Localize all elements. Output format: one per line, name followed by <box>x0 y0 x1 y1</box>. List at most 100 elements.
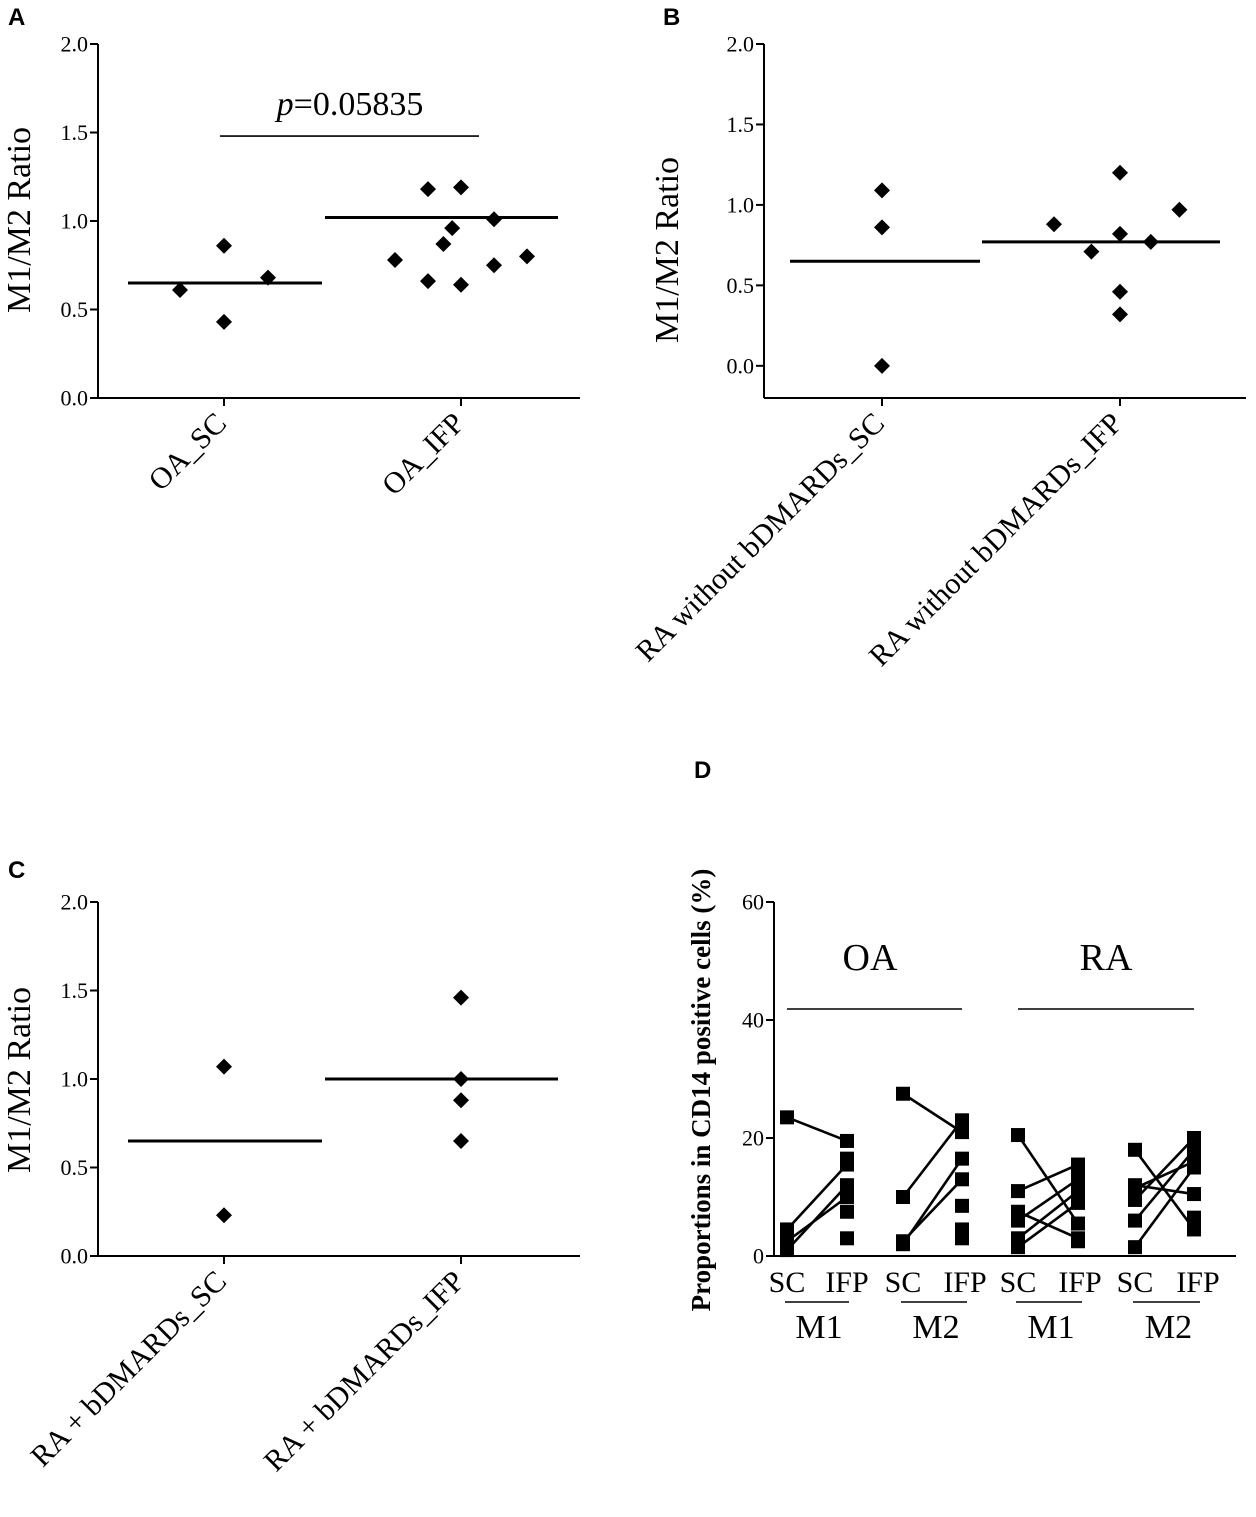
panel-label-a: A <box>8 4 25 31</box>
y-tick-label: 1.5 <box>61 978 89 1003</box>
y-axis-label: M1/M2 Ratio <box>1 987 38 1173</box>
group-label: M2 <box>912 1309 959 1346</box>
y-axis-ticks: 0 20 40 60 <box>742 890 774 1269</box>
x-label-sc: SC <box>769 1266 806 1299</box>
data-point-ifp <box>1187 1219 1201 1234</box>
condition-label-ra: RA <box>1080 937 1133 979</box>
paired-line <box>1017 1163 1079 1193</box>
paired-line <box>1017 1210 1079 1240</box>
data-point-ifp <box>840 1190 854 1204</box>
group-label: M1 <box>795 1309 842 1346</box>
data-point <box>1112 306 1128 323</box>
paired-line <box>786 1195 848 1243</box>
data-point-ifp <box>1187 1187 1201 1202</box>
paired-line <box>1133 1166 1196 1248</box>
data-point <box>260 269 276 286</box>
data-point-ifp <box>1071 1190 1085 1204</box>
panel-label-d: D <box>694 757 711 784</box>
data-point <box>1112 164 1128 181</box>
y-tick-label: 0 <box>753 1244 764 1269</box>
data-point-ifp <box>1071 1166 1085 1181</box>
paired-line <box>1134 1160 1195 1190</box>
paired-line <box>786 1116 848 1143</box>
data-point <box>420 181 436 198</box>
data-point-ifp <box>955 1125 969 1140</box>
data-point <box>435 236 452 253</box>
y-tick-label: 60 <box>742 890 764 915</box>
y-axis-label: M1/M2 Ratio <box>649 157 686 343</box>
data-point <box>1171 201 1188 218</box>
data-point-ifp <box>1187 1131 1201 1145</box>
x-label-ifp: IFP <box>943 1266 986 1299</box>
y-axis-ticks: 0.0 0.5 1.0 1.5 2.0 <box>61 890 98 1269</box>
y-axis-ticks: 0.0 0.5 1.0 1.5 2.0 <box>61 32 98 411</box>
data-point <box>216 237 232 254</box>
data-point-sc <box>780 1110 794 1125</box>
y-tick-label: 0.5 <box>61 297 89 322</box>
data-point-ifp <box>840 1151 854 1166</box>
data-point-ifp <box>840 1178 854 1193</box>
category-label: RA without bDMARDs_IFP <box>863 407 1129 673</box>
paired-line <box>1134 1183 1195 1196</box>
data-point-sc <box>896 1086 910 1101</box>
data-point <box>453 1092 469 1109</box>
data-point <box>453 989 469 1006</box>
data-point-ifp <box>955 1198 969 1213</box>
panel-d: D 0 20 40 60 Proportions in CD14 positive c… <box>686 757 1236 1346</box>
y-axis-label: M1/M2 Ratio <box>1 127 38 313</box>
data-point <box>216 1207 232 1224</box>
data-point <box>1142 233 1159 250</box>
data-point-sc <box>1128 1213 1142 1228</box>
data-point <box>1112 283 1128 300</box>
x-label-sc: SC <box>1117 1266 1154 1299</box>
category-label: RA + bDMARDs_IFP <box>258 1265 471 1478</box>
data-point-sc <box>1011 1240 1025 1255</box>
category-label: RA without bDMARDs_SC <box>629 407 890 668</box>
data-point <box>453 1132 469 1149</box>
data-point-ifp <box>955 1151 969 1166</box>
data-point <box>453 179 469 196</box>
data-point-sc <box>780 1222 794 1237</box>
y-tick-label: 2.0 <box>61 32 89 57</box>
paired-line <box>1134 1137 1195 1201</box>
paired-line <box>902 1092 963 1134</box>
p-value: =0.05835 <box>294 86 424 123</box>
data-point <box>486 257 502 274</box>
data-points <box>790 164 1220 374</box>
y-tick-label: 0.0 <box>727 354 755 379</box>
data-point-sc <box>780 1234 794 1249</box>
panel-label-c: C <box>8 857 25 884</box>
data-point <box>519 248 535 265</box>
data-point-sc <box>1128 1240 1142 1255</box>
data-point-ifp <box>840 1133 854 1148</box>
y-tick-label: 0.5 <box>61 1155 89 1180</box>
data-point-ifp <box>840 1231 854 1246</box>
data-point <box>172 282 188 299</box>
panel-b: B 0.0 0.5 1.0 1.5 2.0 M1/M2 Ratio RA without… <box>629 4 1246 673</box>
data-point <box>874 219 890 236</box>
data-point-sc <box>1128 1192 1142 1207</box>
data-point <box>486 211 502 228</box>
panel-c: C 0.0 0.5 1.0 1.5 2.0 M1/M2 Ratio RA + bDMAR… <box>1 857 580 1478</box>
y-tick-label: 40 <box>742 1008 764 1033</box>
data-point <box>420 273 436 290</box>
data-point-sc <box>1128 1178 1142 1193</box>
data-point <box>874 357 890 374</box>
data-point <box>216 1058 232 1075</box>
data-point <box>1112 225 1128 242</box>
group-label: M2 <box>1145 1309 1192 1346</box>
data-point-ifp <box>1071 1234 1085 1249</box>
y-axis-label: Proportions in CD14 positive cells (%) <box>686 869 716 1312</box>
x-axis-labels: SC IFP M1 SC IFP M2 SC IFP M1 SC IFP M2 <box>769 1266 1220 1346</box>
paired-line <box>786 1163 848 1231</box>
data-point-ifp <box>955 1172 969 1187</box>
y-axis-ticks: 0.0 0.5 1.0 1.5 2.0 <box>727 32 764 379</box>
category-label: OA_SC <box>142 407 233 498</box>
data-point <box>387 251 403 268</box>
data-point-sc <box>1011 1204 1025 1219</box>
data-point <box>1083 243 1100 260</box>
y-tick-label: 2.0 <box>61 890 89 915</box>
data-points <box>128 989 558 1224</box>
panel-a: A 0.0 0.5 1.0 1.5 2.0 M1/M2 Ratio OA_SC OA_I… <box>1 4 580 502</box>
